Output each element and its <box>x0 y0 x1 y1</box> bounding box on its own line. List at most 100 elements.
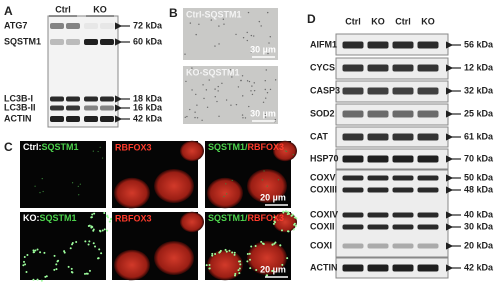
puncta <box>87 243 90 246</box>
speck <box>242 95 244 97</box>
puncta <box>246 253 249 256</box>
column-label: KO <box>421 16 435 26</box>
image-caption: SQSTM1/RBFOX3 <box>208 213 284 223</box>
puncta <box>249 267 252 270</box>
puncta <box>234 272 237 275</box>
speck <box>268 42 270 44</box>
speck <box>225 99 228 101</box>
size-label: 42 kDa <box>133 113 163 123</box>
speck <box>221 82 223 85</box>
panel-label: A <box>4 4 13 18</box>
band <box>342 155 364 163</box>
speck <box>194 116 196 119</box>
puncta <box>231 179 233 182</box>
size-label: 50 kDa <box>464 172 494 182</box>
image-caption: RBFOX3 <box>115 213 152 223</box>
puncta <box>275 144 277 146</box>
puncta <box>246 260 249 263</box>
band <box>100 39 114 45</box>
channel: RBFOX3 <box>248 142 285 152</box>
puncta <box>77 185 79 187</box>
band <box>417 41 439 49</box>
puncta <box>106 229 109 232</box>
band <box>417 224 439 230</box>
speck <box>184 53 186 55</box>
speck <box>242 117 244 119</box>
band <box>342 224 364 230</box>
speck <box>230 104 232 106</box>
band <box>50 96 64 102</box>
band <box>100 96 114 102</box>
speck <box>262 101 265 103</box>
band <box>367 87 389 95</box>
puncta <box>92 229 95 232</box>
band <box>84 105 98 111</box>
row-label: AIFM1 <box>310 39 337 49</box>
puncta <box>273 242 276 245</box>
speck <box>269 88 272 91</box>
band <box>367 212 389 218</box>
puncta <box>288 212 291 215</box>
row-label: LC3B-II <box>4 102 36 112</box>
puncta <box>24 263 27 266</box>
row-label: COXII <box>310 221 335 231</box>
band <box>367 133 389 141</box>
size-label: 72 kDa <box>133 20 163 30</box>
speck <box>256 114 259 117</box>
size-label: 16 kDa <box>133 102 163 112</box>
row-label: SOD2 <box>310 108 335 118</box>
row-label: COXIII <box>310 184 337 194</box>
puncta <box>40 279 43 282</box>
band <box>417 187 439 193</box>
micrograph <box>183 66 278 124</box>
row-label: LC3B-I <box>4 93 33 103</box>
row-label: ATG7 <box>4 20 27 30</box>
puncta <box>254 244 257 247</box>
speck <box>214 96 216 98</box>
puncta <box>101 157 104 159</box>
band <box>342 133 364 141</box>
puncta <box>55 263 58 266</box>
puncta <box>94 245 97 248</box>
puncta <box>43 251 46 254</box>
cell <box>114 177 150 209</box>
row-label: HSP70 <box>310 153 339 163</box>
puncta <box>88 224 91 227</box>
speck <box>265 97 267 99</box>
speck <box>198 23 200 25</box>
puncta <box>70 267 73 270</box>
speck <box>264 113 267 116</box>
prefix: Ctrl: <box>23 142 42 152</box>
band <box>367 155 389 163</box>
puncta <box>231 251 234 254</box>
puncta <box>92 242 95 245</box>
row-label: COXIV <box>310 209 338 219</box>
puncta <box>36 278 39 281</box>
puncta <box>53 268 56 271</box>
speck <box>248 105 250 108</box>
size-label: 20 kDa <box>464 240 494 250</box>
puncta <box>88 269 91 272</box>
band <box>66 105 80 111</box>
row-label: CASP3 <box>310 85 340 95</box>
puncta <box>293 216 296 219</box>
speck <box>253 35 255 37</box>
puncta <box>250 245 253 248</box>
band <box>100 23 114 29</box>
puncta <box>72 182 74 184</box>
puncta <box>255 268 258 271</box>
puncta <box>36 248 39 251</box>
puncta <box>266 185 268 187</box>
puncta <box>265 274 268 277</box>
band <box>417 243 439 249</box>
row-label: SQSTM1 <box>4 36 41 46</box>
speck <box>185 80 187 83</box>
speck <box>191 89 193 91</box>
puncta <box>75 241 78 244</box>
band <box>66 39 80 45</box>
band <box>367 41 389 49</box>
speck <box>264 88 266 91</box>
puncta <box>71 243 74 246</box>
puncta <box>33 251 36 254</box>
